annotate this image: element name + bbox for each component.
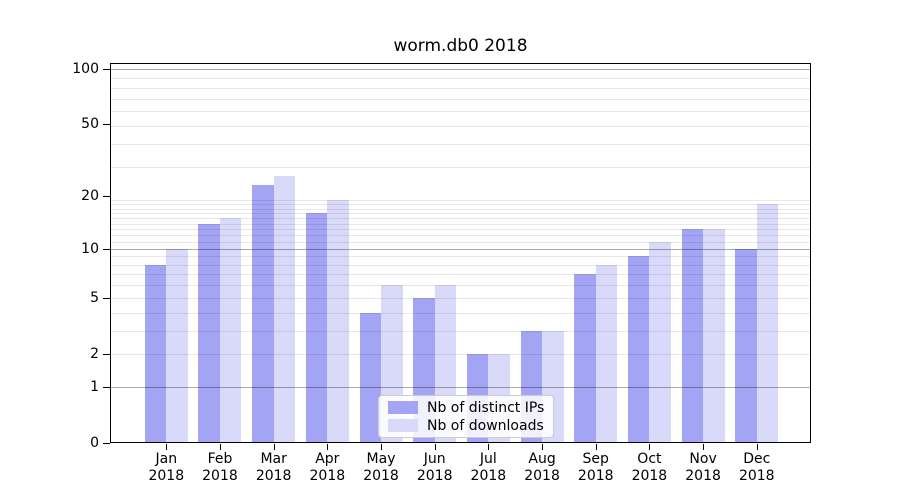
x-tick-label: Sep 2018: [577, 451, 614, 484]
minor-gridline: [110, 241, 811, 243]
minor-gridline: [110, 213, 811, 215]
legend-item-downloads: Nb of downloads: [388, 417, 544, 435]
x-tick-mark: [703, 444, 705, 450]
bar-distinct-ips-oct: [627, 256, 650, 443]
y-tick-mark: [103, 196, 110, 198]
bar-downloads-feb: [219, 218, 242, 443]
minor-gridline: [110, 229, 811, 231]
major-gridline: [110, 386, 811, 388]
y-tick-mark: [103, 68, 110, 70]
minor-gridline: [110, 200, 811, 202]
y-tick-mark: [103, 248, 110, 250]
bar-downloads-dec: [756, 204, 779, 443]
bar-distinct-ips-may: [359, 312, 382, 443]
plot-area: Nb of distinct IPs Nb of downloads: [110, 63, 811, 443]
x-tick-label: Jan 2018: [148, 451, 185, 484]
x-tick-mark: [327, 444, 329, 450]
minor-gridline: [110, 87, 811, 89]
chart-title: worm.db0 2018: [393, 36, 528, 56]
bar-distinct-ips-nov: [681, 229, 704, 443]
y-tick-mark: [103, 124, 110, 126]
legend-swatch-downloads: [388, 419, 418, 432]
bar-downloads-mar: [273, 175, 296, 443]
minor-gridline: [110, 223, 811, 225]
minor-gridline: [110, 264, 811, 266]
x-tick-mark: [273, 444, 275, 450]
bar-downloads-sep: [595, 264, 618, 443]
y-tick-label: 5: [90, 289, 99, 306]
minor-gridline: [110, 285, 811, 287]
minor-gridline: [110, 111, 811, 113]
x-tick-label: May 2018: [363, 451, 399, 484]
bar-distinct-ips-feb: [198, 223, 220, 443]
y-tick-label: 0: [90, 435, 99, 451]
y-tick-label: 20: [81, 188, 99, 205]
minor-gridline: [110, 78, 811, 80]
x-tick-label: Jun 2018: [416, 451, 453, 484]
y-tick-label: 100: [72, 60, 99, 77]
x-tick-label: Apr 2018: [309, 451, 346, 484]
minor-gridline: [110, 256, 811, 258]
legend: Nb of distinct IPs Nb of downloads: [378, 395, 554, 438]
y-tick-label: 2: [90, 345, 99, 362]
minor-gridline: [110, 235, 811, 237]
y-tick-mark: [103, 443, 110, 444]
bar-distinct-ips-dec: [735, 248, 757, 443]
bar-distinct-ips-apr: [305, 213, 328, 443]
y-tick-mark: [103, 353, 110, 355]
y-tick-label: 10: [81, 240, 99, 257]
legend-label-distinct-ips: Nb of distinct IPs: [427, 399, 545, 416]
minor-gridline: [110, 218, 811, 220]
x-tick-mark: [166, 444, 168, 450]
major-gridline: [110, 248, 811, 250]
minor-gridline: [110, 167, 811, 169]
legend-item-distinct-ips: Nb of distinct IPs: [388, 399, 544, 417]
bar-distinct-ips-mar: [252, 185, 274, 443]
x-tick-label: Nov 2018: [685, 451, 721, 484]
minor-gridline: [110, 353, 811, 355]
x-tick-mark: [488, 444, 490, 450]
minor-gridline: [110, 312, 811, 314]
grid-layer: [110, 63, 811, 443]
bar-distinct-ips-sep: [574, 274, 596, 443]
minor-gridline: [110, 208, 811, 210]
x-tick-label: Mar 2018: [255, 451, 292, 484]
legend-swatch-distinct-ips: [388, 401, 418, 414]
x-tick-mark: [542, 444, 544, 450]
y-tick-mark: [103, 297, 110, 299]
x-tick-mark: [649, 444, 651, 450]
major-gridline: [110, 68, 811, 70]
minor-gridline: [110, 204, 811, 206]
minor-gridline: [110, 144, 811, 146]
bar-downloads-jan: [166, 248, 188, 443]
x-tick-mark: [219, 444, 221, 450]
bar-downloads-nov: [703, 229, 725, 443]
minor-gridline: [110, 125, 811, 127]
x-tick-mark: [595, 444, 597, 450]
minor-gridline: [110, 274, 811, 276]
minor-gridline: [110, 330, 811, 332]
x-tick-label: Aug 2018: [524, 451, 560, 484]
x-tick-mark: [756, 444, 758, 450]
y-tick-label: 50: [81, 116, 99, 133]
bar-downloads-oct: [649, 241, 671, 443]
x-tick-label: Feb 2018: [202, 451, 238, 484]
x-tick-mark: [381, 444, 383, 450]
x-tick-label: Dec 2018: [738, 451, 775, 484]
x-tick-mark: [434, 444, 436, 450]
y-tick-mark: [103, 386, 110, 388]
bar-downloads-apr: [327, 200, 349, 443]
bar-distinct-ips-jan: [144, 264, 167, 443]
x-tick-label: Oct 2018: [631, 451, 668, 484]
x-tick-label: Jul 2018: [470, 451, 507, 484]
legend-label-downloads: Nb of downloads: [427, 417, 544, 434]
minor-gridline: [110, 297, 811, 299]
y-tick-label: 1: [90, 378, 99, 395]
minor-gridline: [110, 98, 811, 100]
